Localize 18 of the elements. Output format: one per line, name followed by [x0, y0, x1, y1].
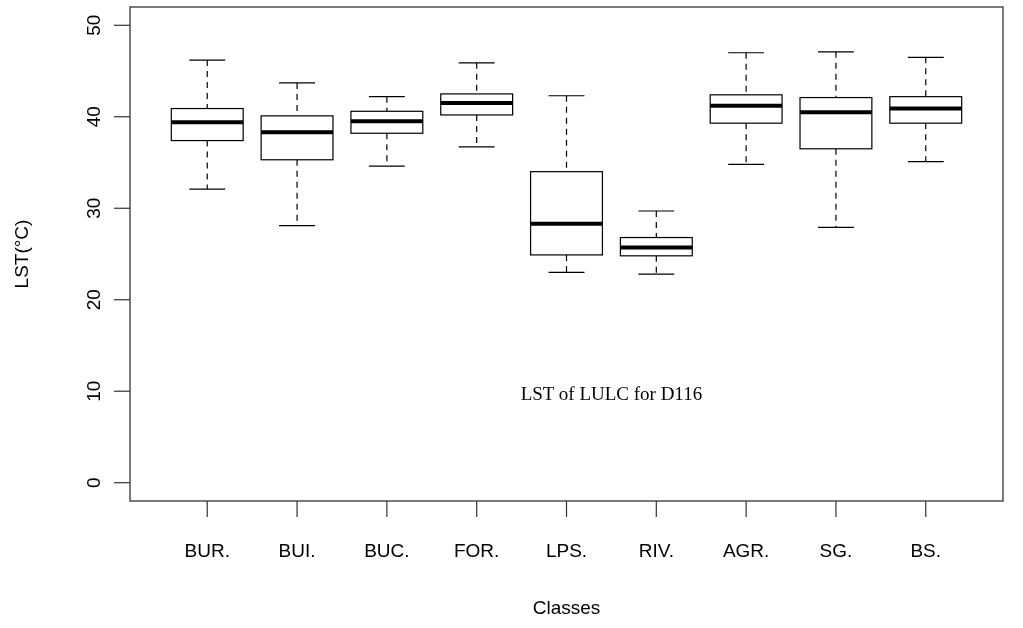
y-tick-label: 0: [83, 477, 104, 488]
x-tick-label: BUC.: [364, 540, 410, 561]
x-tick-label: FOR.: [453, 540, 500, 561]
y-tick-label: 40: [83, 106, 104, 128]
y-tick-label: 20: [83, 289, 104, 311]
x-tick-label: AGR.: [722, 540, 770, 561]
x-tick-label: SG.: [819, 540, 853, 561]
y-tick-label: 10: [83, 380, 104, 402]
x-tick-label: BS.: [910, 540, 942, 561]
y-axis-title: LST(°C): [11, 219, 32, 289]
x-axis-title: Classes: [532, 597, 601, 618]
x-tick-label: RIV.: [638, 540, 674, 561]
x-tick-label: BUI.: [278, 540, 316, 561]
annotation: LST of LULC for D116: [520, 383, 703, 405]
x-tick-label: LPS.: [545, 540, 588, 561]
x-tick-label: BUR.: [184, 540, 230, 561]
y-tick-label: 30: [83, 197, 104, 219]
y-tick-label: 50: [83, 14, 104, 36]
